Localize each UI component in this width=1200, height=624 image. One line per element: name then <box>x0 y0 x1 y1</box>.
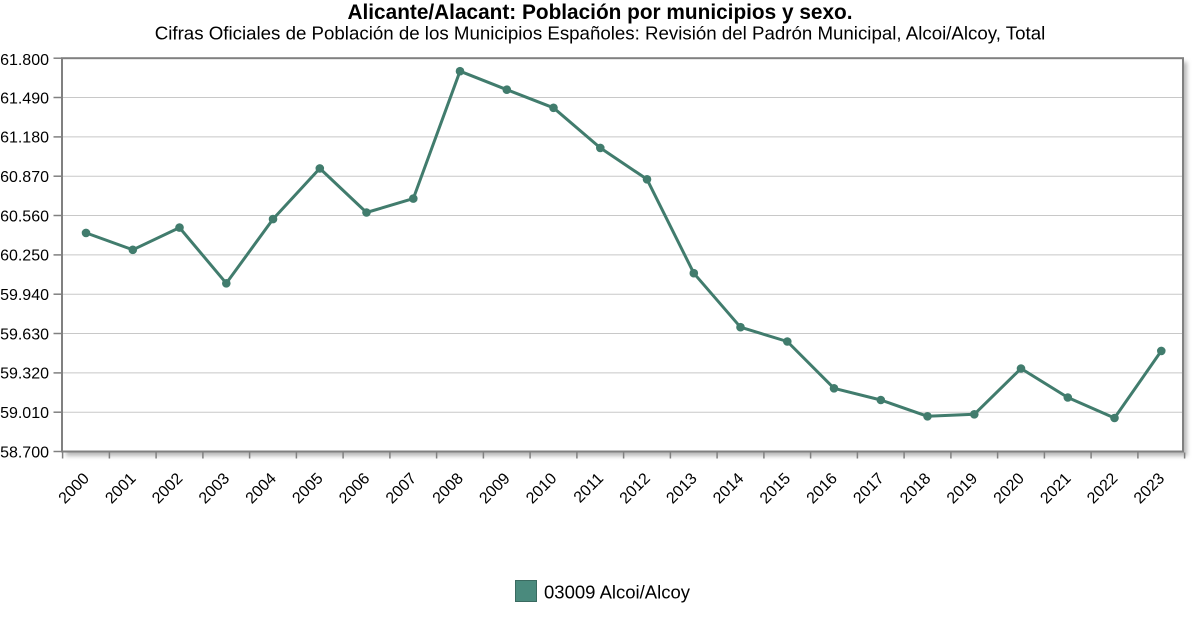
svg-text:2007: 2007 <box>383 470 420 507</box>
svg-text:2000: 2000 <box>56 470 93 507</box>
svg-text:2001: 2001 <box>102 470 139 507</box>
svg-text:Cifras Oficiales de Población: Cifras Oficiales de Población de los Mun… <box>155 22 1046 43</box>
svg-text:2018: 2018 <box>897 470 934 507</box>
svg-text:2021: 2021 <box>1037 470 1074 507</box>
svg-text:2019: 2019 <box>944 470 981 507</box>
svg-text:2008: 2008 <box>430 470 467 507</box>
svg-text:2016: 2016 <box>804 470 841 507</box>
svg-text:2013: 2013 <box>663 470 700 507</box>
svg-text:59.940: 59.940 <box>0 287 49 304</box>
svg-text:2022: 2022 <box>1084 470 1121 507</box>
svg-text:61.490: 61.490 <box>0 90 49 107</box>
svg-text:59.320: 59.320 <box>0 366 49 383</box>
svg-text:60.870: 60.870 <box>0 169 49 186</box>
svg-text:2015: 2015 <box>757 470 794 507</box>
svg-text:61.800: 61.800 <box>0 52 49 69</box>
svg-text:Alicante/Alacant: Población po: Alicante/Alacant: Población por municipi… <box>347 1 852 24</box>
svg-text:2006: 2006 <box>336 470 373 507</box>
svg-text:60.560: 60.560 <box>0 208 49 225</box>
svg-text:59.010: 59.010 <box>0 405 49 422</box>
svg-text:03009 Alcoi/Alcoy: 03009 Alcoi/Alcoy <box>544 581 691 602</box>
svg-text:2014: 2014 <box>710 470 747 507</box>
svg-text:2003: 2003 <box>196 470 233 507</box>
svg-text:2011: 2011 <box>571 470 607 506</box>
svg-text:2004: 2004 <box>243 470 280 507</box>
svg-text:2009: 2009 <box>476 470 513 507</box>
svg-text:59.630: 59.630 <box>0 326 49 343</box>
svg-text:61.180: 61.180 <box>0 130 49 147</box>
svg-text:2012: 2012 <box>617 470 654 507</box>
svg-text:2002: 2002 <box>149 470 186 507</box>
svg-text:2020: 2020 <box>991 470 1028 507</box>
svg-text:2005: 2005 <box>289 470 326 507</box>
svg-text:2010: 2010 <box>523 470 560 507</box>
svg-text:2023: 2023 <box>1131 470 1168 507</box>
svg-text:58.700: 58.700 <box>0 444 49 461</box>
svg-text:2017: 2017 <box>850 470 887 507</box>
svg-text:60.250: 60.250 <box>0 248 49 265</box>
